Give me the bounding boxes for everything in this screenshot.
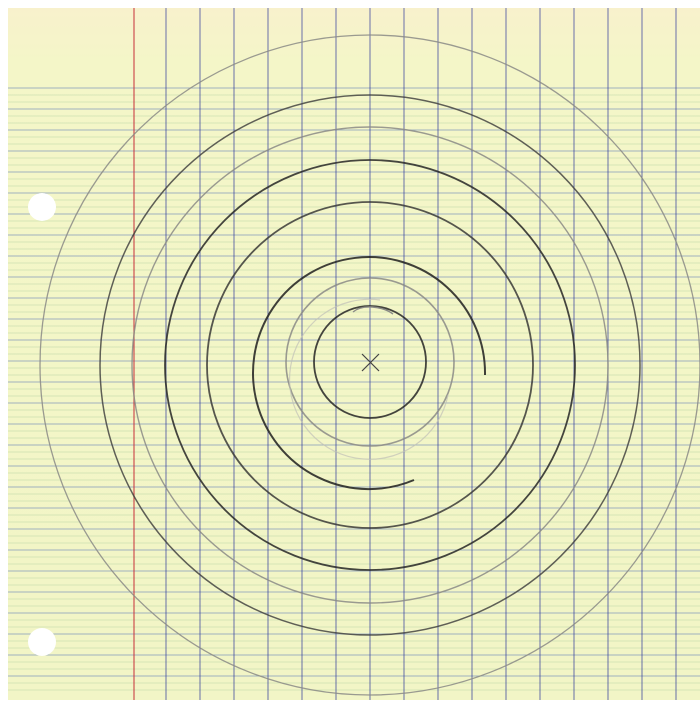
ring-3-shadow (288, 298, 449, 460)
punch-hole-bottom (28, 628, 56, 656)
pencil-rings (39, 34, 700, 696)
punch-hole-top (28, 193, 56, 221)
ring-8 (99, 94, 641, 636)
ring-3 (285, 277, 455, 447)
ring-2-sketch (352, 306, 394, 315)
center-cross-b (361, 353, 380, 372)
ring-4 (252, 256, 487, 491)
ring-7 (131, 126, 609, 604)
ring-6 (164, 159, 576, 571)
ring-5 (206, 201, 534, 529)
horizontal-rules (8, 87, 700, 691)
ring-9 (39, 34, 700, 696)
ring-2 (313, 305, 427, 419)
